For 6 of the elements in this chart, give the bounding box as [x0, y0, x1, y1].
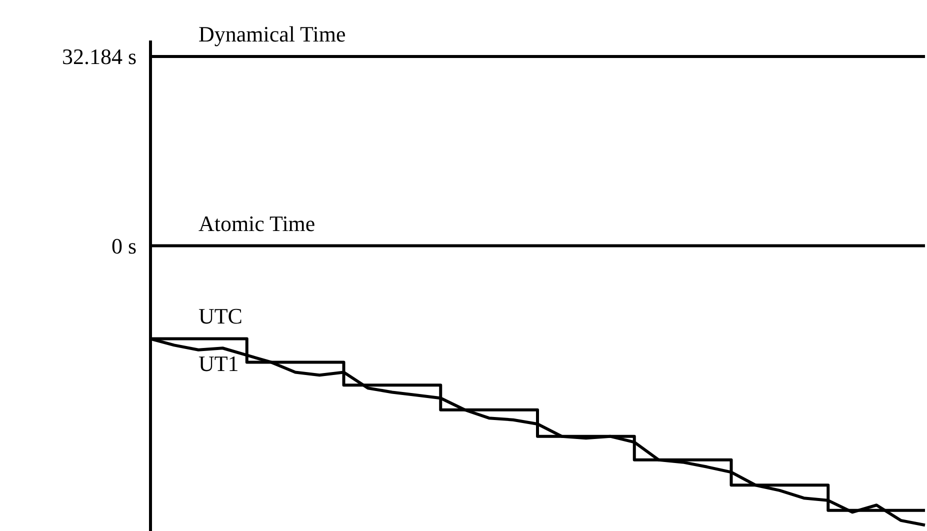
series-label: Atomic Time	[198, 210, 316, 236]
y-tick-label: 32.184 s	[62, 44, 136, 70]
series-label: UTC	[198, 304, 242, 329]
series-label: UT1	[198, 350, 239, 376]
series-label: Dynamical Time	[198, 22, 346, 47]
y-tick-label: 0 s	[111, 233, 136, 258]
